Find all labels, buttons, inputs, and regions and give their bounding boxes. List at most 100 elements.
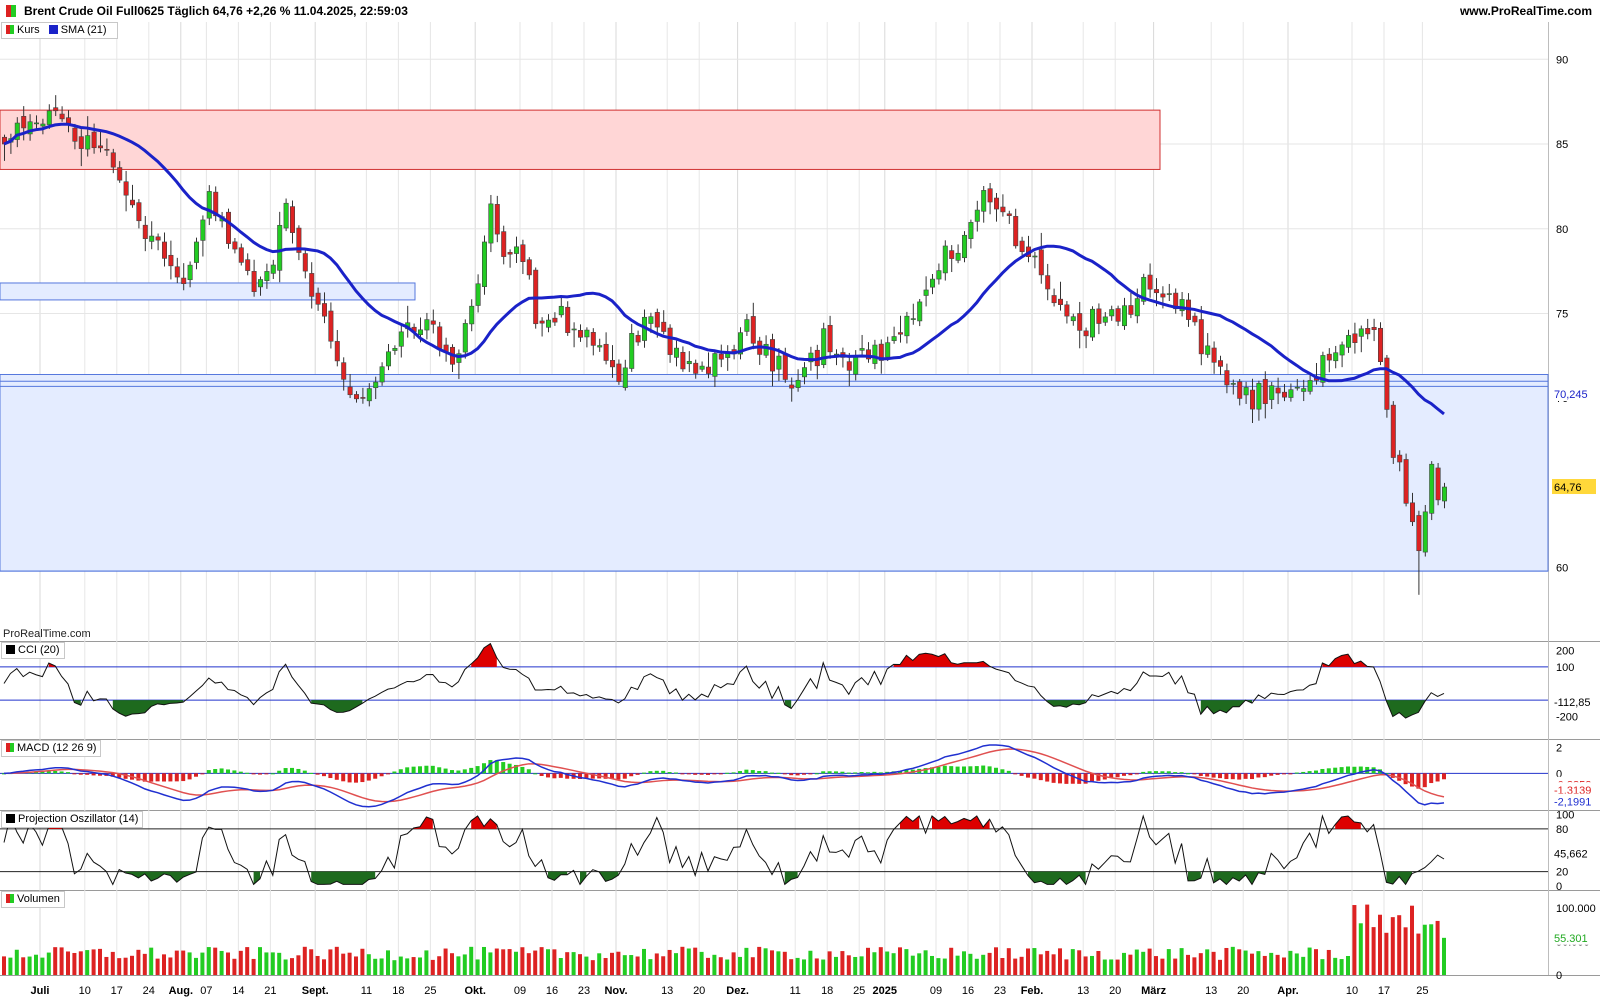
proj-oversold-fill [1213, 871, 1265, 885]
volume-bar [456, 956, 461, 975]
candle [705, 366, 711, 374]
candle [718, 353, 724, 360]
macd-histogram-bar [1115, 773, 1120, 778]
candle [1006, 213, 1012, 216]
candle [917, 301, 923, 322]
macd-histogram-bar [290, 767, 294, 774]
volume-bar [91, 949, 96, 975]
cci-oversold-fill [1047, 700, 1086, 708]
volume-bar [891, 953, 896, 975]
candle [40, 123, 46, 127]
candle [987, 188, 993, 203]
macd-histogram-bar [501, 762, 506, 774]
macd-tick-label: 0 [1556, 768, 1562, 780]
price-legend[interactable]: Kurs SMA (21) [1, 22, 118, 39]
candle [1154, 289, 1160, 294]
candle [629, 333, 635, 369]
volume-bar [1000, 958, 1005, 975]
candle [1237, 381, 1243, 399]
legend-sma[interactable]: SMA (21) [48, 24, 107, 36]
proj-oversold-fill [784, 871, 798, 885]
candle [1141, 277, 1147, 302]
legend-kurs[interactable]: Kurs [6, 24, 40, 36]
macd-histogram-bar [341, 773, 346, 782]
volume-bar [718, 957, 723, 975]
volume-bar [571, 952, 576, 975]
macd-histogram-bar [1109, 773, 1114, 778]
volume-bar [642, 948, 646, 975]
volume-bar [302, 946, 307, 975]
cci-oversold-fill [784, 700, 792, 709]
candle [341, 362, 347, 380]
macd-histogram-bar [162, 773, 166, 782]
x-tick-label: 2025 [873, 985, 897, 997]
volume-bar [930, 955, 934, 975]
volume-bar [1109, 959, 1114, 975]
volume-bar [866, 947, 870, 975]
cci-overbought-fill [1322, 654, 1368, 667]
candle [891, 336, 897, 342]
volume-bar [1416, 933, 1421, 975]
sma-value-label: 70,245 [1554, 389, 1588, 401]
brand-link[interactable]: www.ProRealTime.com [1459, 4, 1592, 18]
macd-histogram-bar [859, 772, 864, 774]
volume-bar [1077, 950, 1082, 975]
macd-histogram-bar [814, 773, 819, 775]
volume-bar [1256, 951, 1261, 975]
x-tick-label: Feb. [1021, 985, 1044, 997]
macd-histogram-bar [1096, 773, 1101, 781]
candle [667, 327, 673, 355]
candle [110, 152, 116, 168]
macd-histogram-bar [578, 773, 582, 779]
macd-histogram-bar [846, 772, 851, 774]
macd-histogram-bar [802, 773, 806, 775]
volume-bar [315, 955, 320, 975]
macd-histogram-bar [1051, 773, 1056, 783]
macd-histogram-bar [866, 772, 870, 774]
macd-histogram-bar [1403, 773, 1408, 785]
volume-bar [290, 958, 294, 975]
volume-bar [1224, 947, 1229, 975]
candle [78, 136, 84, 149]
macd-histogram-bar [782, 773, 787, 775]
macd-histogram-bar [462, 769, 467, 774]
proj-legend[interactable]: Projection Oszillator (14) [1, 811, 144, 828]
macd-histogram-bar [1358, 766, 1363, 774]
macd-histogram-bar [91, 773, 96, 776]
volume-bar [1154, 956, 1158, 975]
volume-bar [1186, 954, 1190, 975]
macd-histogram-bar [1058, 773, 1062, 784]
volume-bar [680, 946, 685, 975]
volume-legend[interactable]: Volumen [1, 891, 65, 908]
cci-oversold-fill [74, 700, 81, 706]
candle [328, 310, 334, 342]
x-tick-label: 14 [232, 985, 244, 997]
candle [872, 344, 878, 364]
watermark: ProRealTime.com [3, 628, 91, 640]
volume-bar [1333, 957, 1338, 975]
macd-legend[interactable]: MACD (12 26 9) [1, 740, 102, 757]
macd-histogram-bar [1211, 773, 1216, 778]
x-tick-label: 13 [661, 985, 673, 997]
macd-histogram-bar [1192, 773, 1197, 775]
volume-bar [386, 950, 390, 975]
candle [885, 342, 891, 358]
resistance-zone [0, 109, 1161, 170]
volume-bar [520, 947, 525, 975]
volume-bar [584, 956, 589, 975]
volume-bar [949, 947, 954, 975]
macd-histogram-bar [443, 768, 448, 774]
volume-bar [1026, 948, 1030, 975]
volume-bar [334, 946, 339, 975]
support-zone [0, 373, 1549, 572]
macd-histogram-bar [232, 770, 237, 774]
proj-oversold-fill [125, 871, 196, 883]
macd-histogram-bar [974, 766, 979, 774]
candle [1051, 295, 1057, 304]
volume-bar [565, 952, 570, 975]
cci-legend[interactable]: CCI (20) [1, 642, 65, 659]
macd-histogram-bar [712, 773, 717, 775]
volume-bar [475, 959, 480, 975]
candle [251, 271, 257, 292]
